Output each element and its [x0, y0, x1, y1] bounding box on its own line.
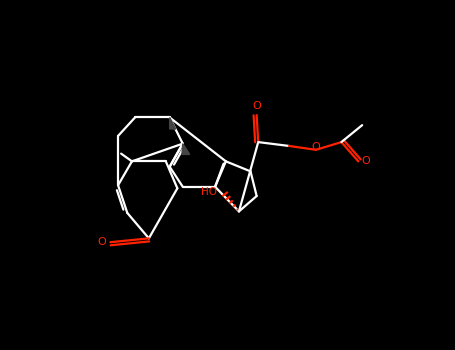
Text: O: O: [97, 237, 106, 247]
Polygon shape: [182, 144, 190, 154]
Text: O: O: [252, 100, 261, 111]
Text: O: O: [361, 156, 370, 166]
Text: HO: HO: [202, 187, 217, 197]
Text: O: O: [312, 142, 320, 152]
Polygon shape: [170, 118, 176, 129]
